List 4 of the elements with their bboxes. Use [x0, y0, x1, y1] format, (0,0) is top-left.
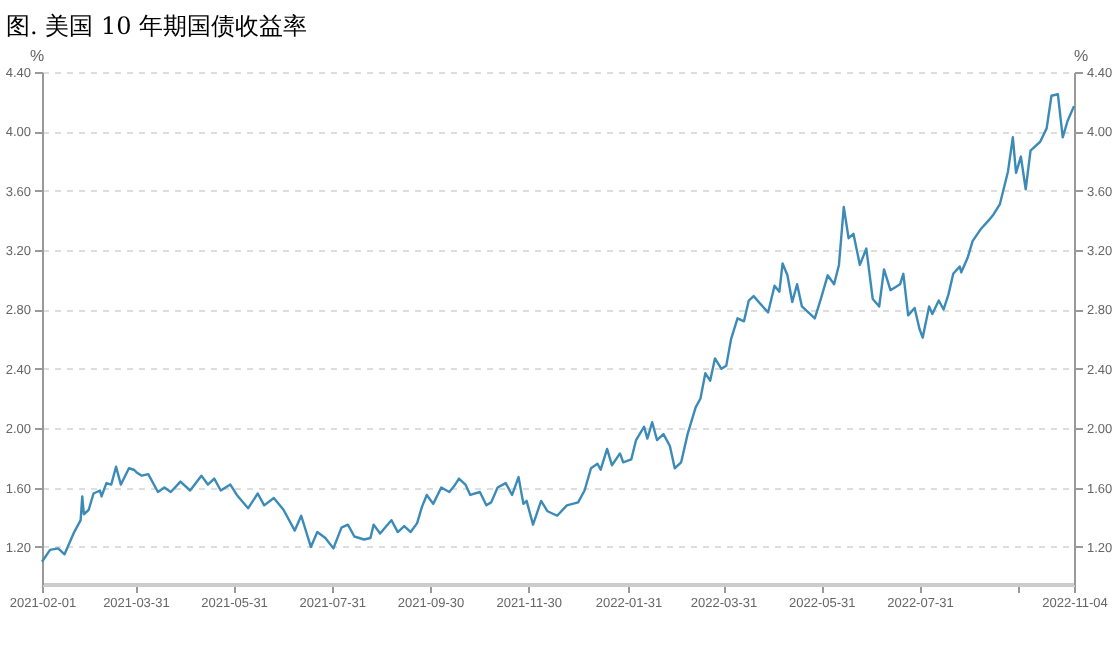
line-series	[40, 93, 1076, 563]
chart-title: 图. 美国 10 年期国债收益率	[6, 12, 308, 40]
y2-axis-title: %	[1073, 47, 1089, 65]
y-axis-title: %	[29, 47, 45, 65]
